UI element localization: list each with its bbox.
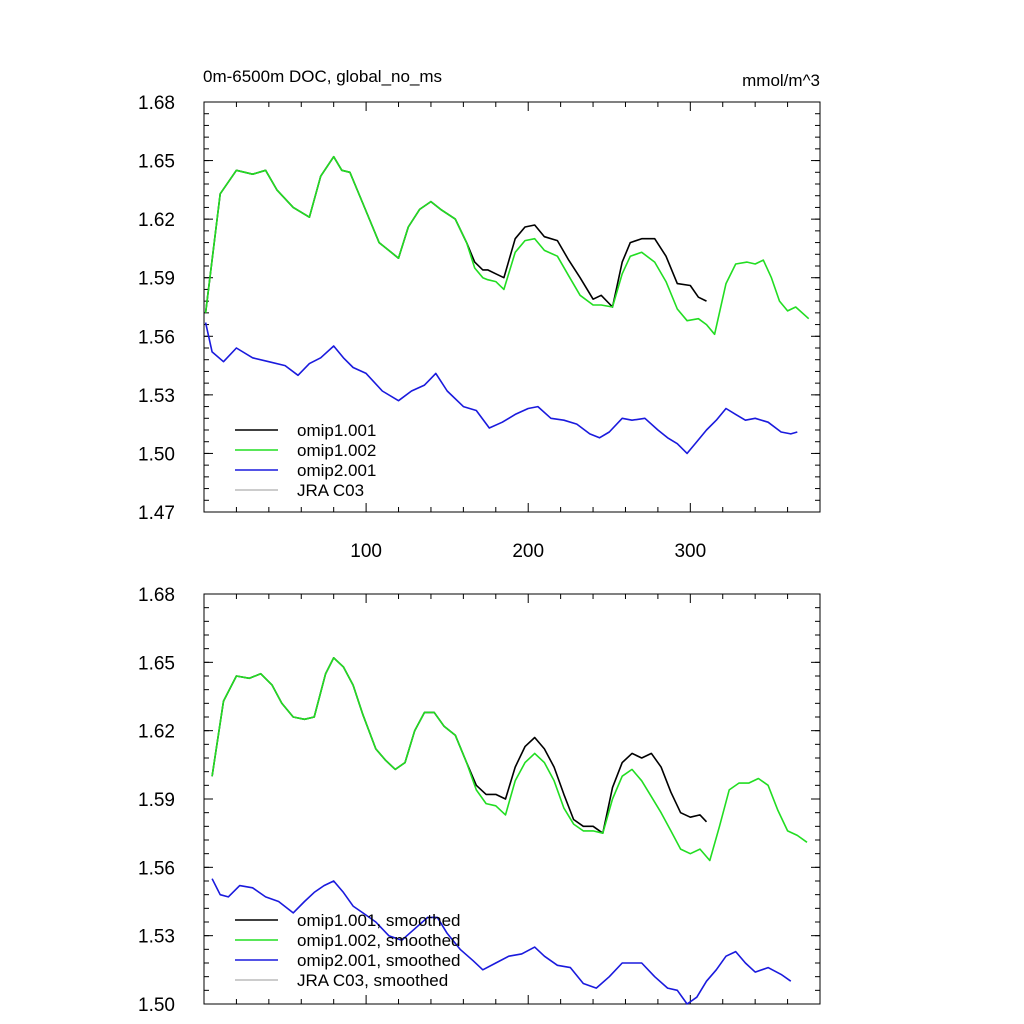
- legend-label: omip1.001, smoothed: [297, 911, 461, 930]
- y-tick-label: 1.53: [138, 386, 175, 407]
- series-line: [204, 322, 798, 455]
- legend-label: omip1.002, smoothed: [297, 931, 461, 950]
- units-label: mmol/m^3: [742, 71, 820, 90]
- legend-label: JRA C03, smoothed: [297, 971, 448, 990]
- bottom-chart-panel: 1.50 1.53 1.56 1.59 1.62 1.65 1.68 omip1.001, …: [138, 585, 821, 1016]
- y-tick-label: 1.50: [138, 995, 175, 1016]
- series-lines: [204, 155, 810, 455]
- y-tick-label: 1.62: [138, 722, 175, 743]
- series-line: [204, 155, 810, 336]
- y-tick-label: 1.47: [138, 503, 175, 524]
- x-tick-label: 300: [674, 541, 706, 562]
- y-tick-label: 1.56: [138, 858, 175, 879]
- y-tick-label: 1.68: [138, 585, 175, 606]
- series-line: [204, 155, 707, 313]
- x-tick-label: 100: [350, 541, 382, 562]
- y-tick-label: 1.65: [138, 653, 175, 674]
- chart-title: 0m-6500m DOC, global_no_ms: [203, 67, 442, 86]
- y-axis-tick-labels: 1.47 1.50 1.53 1.56 1.59 1.62 1.65 1.68: [138, 93, 175, 524]
- y-axis-tick-labels: 1.50 1.53 1.56 1.59 1.62 1.65 1.68: [138, 585, 175, 1016]
- top-chart-panel: 0m-6500m DOC, global_no_ms mmol/m^3 1.47…: [138, 67, 821, 562]
- legend-label: omip2.001, smoothed: [297, 951, 461, 970]
- legend-label: omip1.001: [297, 421, 376, 440]
- x-axis-tick-labels: 100 200 300: [350, 541, 706, 562]
- y-tick-label: 1.65: [138, 152, 175, 173]
- legend-label: omip1.002: [297, 441, 376, 460]
- axis-ticks: [204, 593, 820, 1005]
- legend-label: JRA C03: [297, 481, 364, 500]
- y-tick-label: 1.59: [138, 269, 175, 290]
- y-tick-label: 1.50: [138, 444, 175, 465]
- series-line: [211, 878, 792, 1005]
- x-tick-label: 200: [512, 541, 544, 562]
- y-tick-label: 1.53: [138, 927, 175, 948]
- y-tick-label: 1.59: [138, 790, 175, 811]
- y-tick-label: 1.62: [138, 210, 175, 231]
- legend-label: omip2.001: [297, 461, 376, 480]
- plot-frame: [203, 101, 821, 513]
- axis-ticks: [204, 101, 820, 513]
- y-tick-label: 1.56: [138, 327, 175, 348]
- series-line: [211, 656, 808, 862]
- y-tick-label: 1.68: [138, 93, 175, 114]
- series-lines: [211, 656, 808, 1005]
